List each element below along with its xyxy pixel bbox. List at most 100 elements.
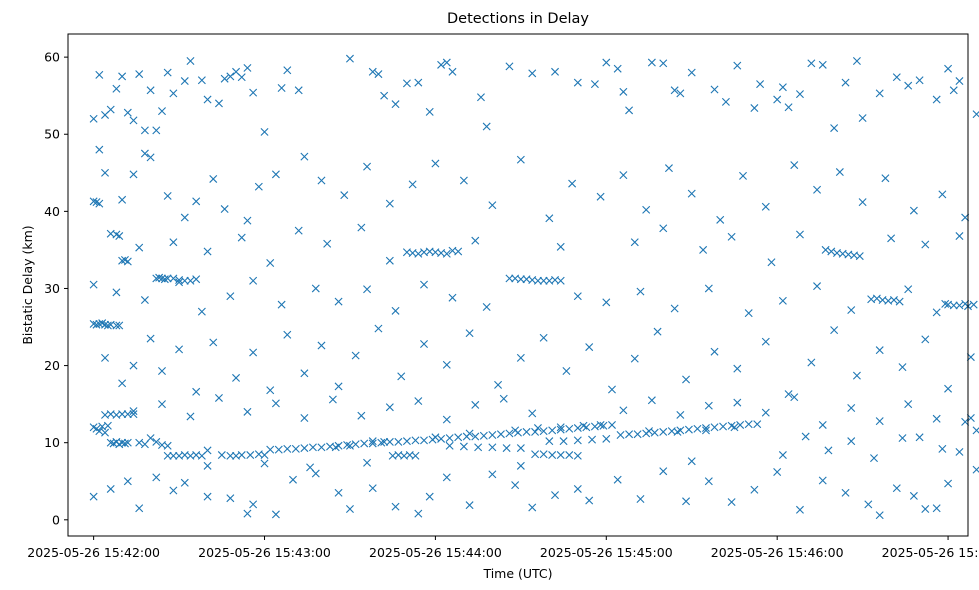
data-point [730, 423, 739, 432]
data-point [830, 124, 839, 133]
data-point [363, 285, 372, 294]
data-point [243, 407, 252, 416]
data-point [317, 176, 326, 185]
data-point [813, 282, 822, 291]
data-point [186, 57, 195, 65]
data-point [345, 505, 354, 513]
data-point [778, 83, 787, 92]
data-point [95, 199, 104, 208]
data-point [607, 385, 616, 394]
data-point [402, 437, 411, 446]
data-point [112, 84, 121, 93]
data-point [784, 390, 793, 399]
x-axis-title: Time (UTC) [482, 566, 552, 581]
data-point [152, 274, 161, 283]
data-point [602, 434, 611, 443]
data-point [824, 446, 833, 455]
data-point [488, 470, 497, 479]
data-point [904, 285, 913, 294]
data-point [157, 107, 166, 116]
data-point [120, 439, 129, 448]
data-point [955, 232, 964, 241]
data-point [767, 258, 776, 267]
data-point [345, 54, 354, 63]
data-point [761, 408, 770, 417]
data-point [140, 296, 149, 305]
data-point [169, 486, 178, 495]
data-point [414, 509, 423, 518]
data-point [363, 162, 372, 171]
data-point [875, 346, 884, 355]
data-point [471, 432, 480, 441]
data-point [949, 301, 958, 310]
data-point [944, 384, 953, 393]
data-point [237, 451, 246, 460]
data-point [249, 500, 258, 509]
data-point [277, 83, 286, 92]
data-point [682, 375, 691, 384]
data-point [753, 420, 762, 429]
data-point [932, 504, 941, 513]
data-point [588, 435, 597, 444]
data-point [254, 182, 263, 191]
data-point [175, 278, 184, 287]
y-tick-label: 50 [44, 127, 60, 142]
data-point [516, 155, 525, 164]
data-point [306, 463, 315, 472]
data-point [733, 61, 742, 70]
data-point [118, 72, 127, 81]
data-point [311, 284, 320, 293]
data-point [511, 426, 520, 435]
data-point [243, 216, 252, 225]
data-point [385, 403, 394, 412]
data-point [123, 257, 132, 266]
data-point [647, 396, 656, 405]
data-point [101, 353, 110, 362]
data-point [972, 465, 979, 474]
data-point [249, 348, 258, 357]
data-point [898, 434, 907, 443]
data-point [260, 459, 269, 468]
data-point [522, 427, 531, 436]
data-point [334, 297, 343, 306]
data-point [727, 498, 736, 507]
data-point [197, 76, 206, 85]
data-point [226, 451, 235, 460]
data-point [420, 340, 429, 348]
data-point [214, 99, 223, 108]
data-point [636, 494, 645, 503]
data-point [101, 168, 110, 177]
data-point [938, 190, 947, 199]
data-point [528, 69, 537, 78]
data-point [733, 398, 742, 407]
data-point [539, 450, 548, 459]
data-point [633, 430, 642, 439]
data-point [710, 347, 719, 356]
data-point [944, 479, 953, 488]
y-tick-label: 10 [44, 435, 60, 450]
data-point [590, 80, 599, 89]
data-point [875, 511, 884, 520]
data-point [579, 421, 588, 430]
data-point [146, 153, 155, 162]
data-point [203, 461, 212, 470]
data-point [274, 445, 283, 454]
data-point [437, 434, 446, 443]
data-point [474, 443, 483, 452]
data-point [892, 73, 901, 82]
data-point [864, 500, 873, 509]
data-point [106, 105, 115, 114]
data-point [402, 79, 411, 88]
data-point [411, 451, 420, 460]
data-point [736, 420, 745, 429]
data-point [941, 299, 950, 308]
data-point [573, 424, 582, 433]
data-point [915, 433, 924, 442]
data-point [118, 379, 127, 388]
data-point [431, 159, 440, 168]
data-point [739, 171, 747, 180]
data-point [659, 467, 668, 476]
data-point [351, 351, 360, 360]
data-point [616, 430, 625, 439]
